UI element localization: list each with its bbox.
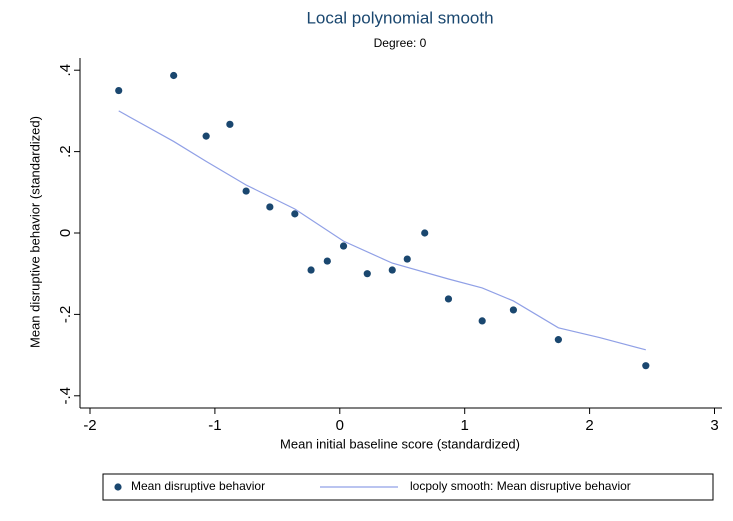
point xyxy=(444,295,453,303)
legend-swatch xyxy=(114,483,122,491)
x-tick-label: 0 xyxy=(336,417,344,434)
x-tick-label: 1 xyxy=(461,417,469,434)
chart-title: Local polynomial smooth xyxy=(306,8,493,27)
point xyxy=(323,257,331,265)
x-tick-label: 2 xyxy=(585,417,593,434)
point xyxy=(115,86,123,95)
y-tick-label: .2 xyxy=(57,145,74,158)
point xyxy=(642,362,650,370)
y-tick-label: -.2 xyxy=(57,306,74,324)
legend-label: locpoly smooth: Mean disruptive behavior xyxy=(410,479,631,493)
smooth-line xyxy=(118,110,646,351)
point xyxy=(478,317,486,325)
point xyxy=(242,187,250,195)
x-tick-label: 3 xyxy=(710,417,718,434)
y-tick-label: 0 xyxy=(57,229,74,237)
x-tick-label: -2 xyxy=(83,417,96,434)
chart-subtitle: Degree: 0 xyxy=(374,36,427,50)
point xyxy=(307,266,315,274)
legend-label: Mean disruptive behavior xyxy=(131,479,265,493)
point xyxy=(363,270,371,278)
y-axis-title: Mean disruptive behavior (standardized) xyxy=(27,116,42,348)
point xyxy=(421,229,429,237)
point xyxy=(291,210,299,218)
point xyxy=(226,120,234,128)
point xyxy=(339,242,348,250)
y-tick-label: .4 xyxy=(57,64,74,77)
point xyxy=(266,203,274,211)
x-tick-label: -1 xyxy=(208,417,221,434)
point xyxy=(554,336,562,344)
point xyxy=(170,71,178,80)
point xyxy=(388,266,396,274)
y-tick-label: -.4 xyxy=(57,387,74,405)
point xyxy=(202,132,210,140)
legend-box xyxy=(102,473,714,501)
point xyxy=(509,306,518,314)
point xyxy=(403,255,411,263)
x-axis-title: Mean initial baseline score (standardize… xyxy=(280,436,520,451)
